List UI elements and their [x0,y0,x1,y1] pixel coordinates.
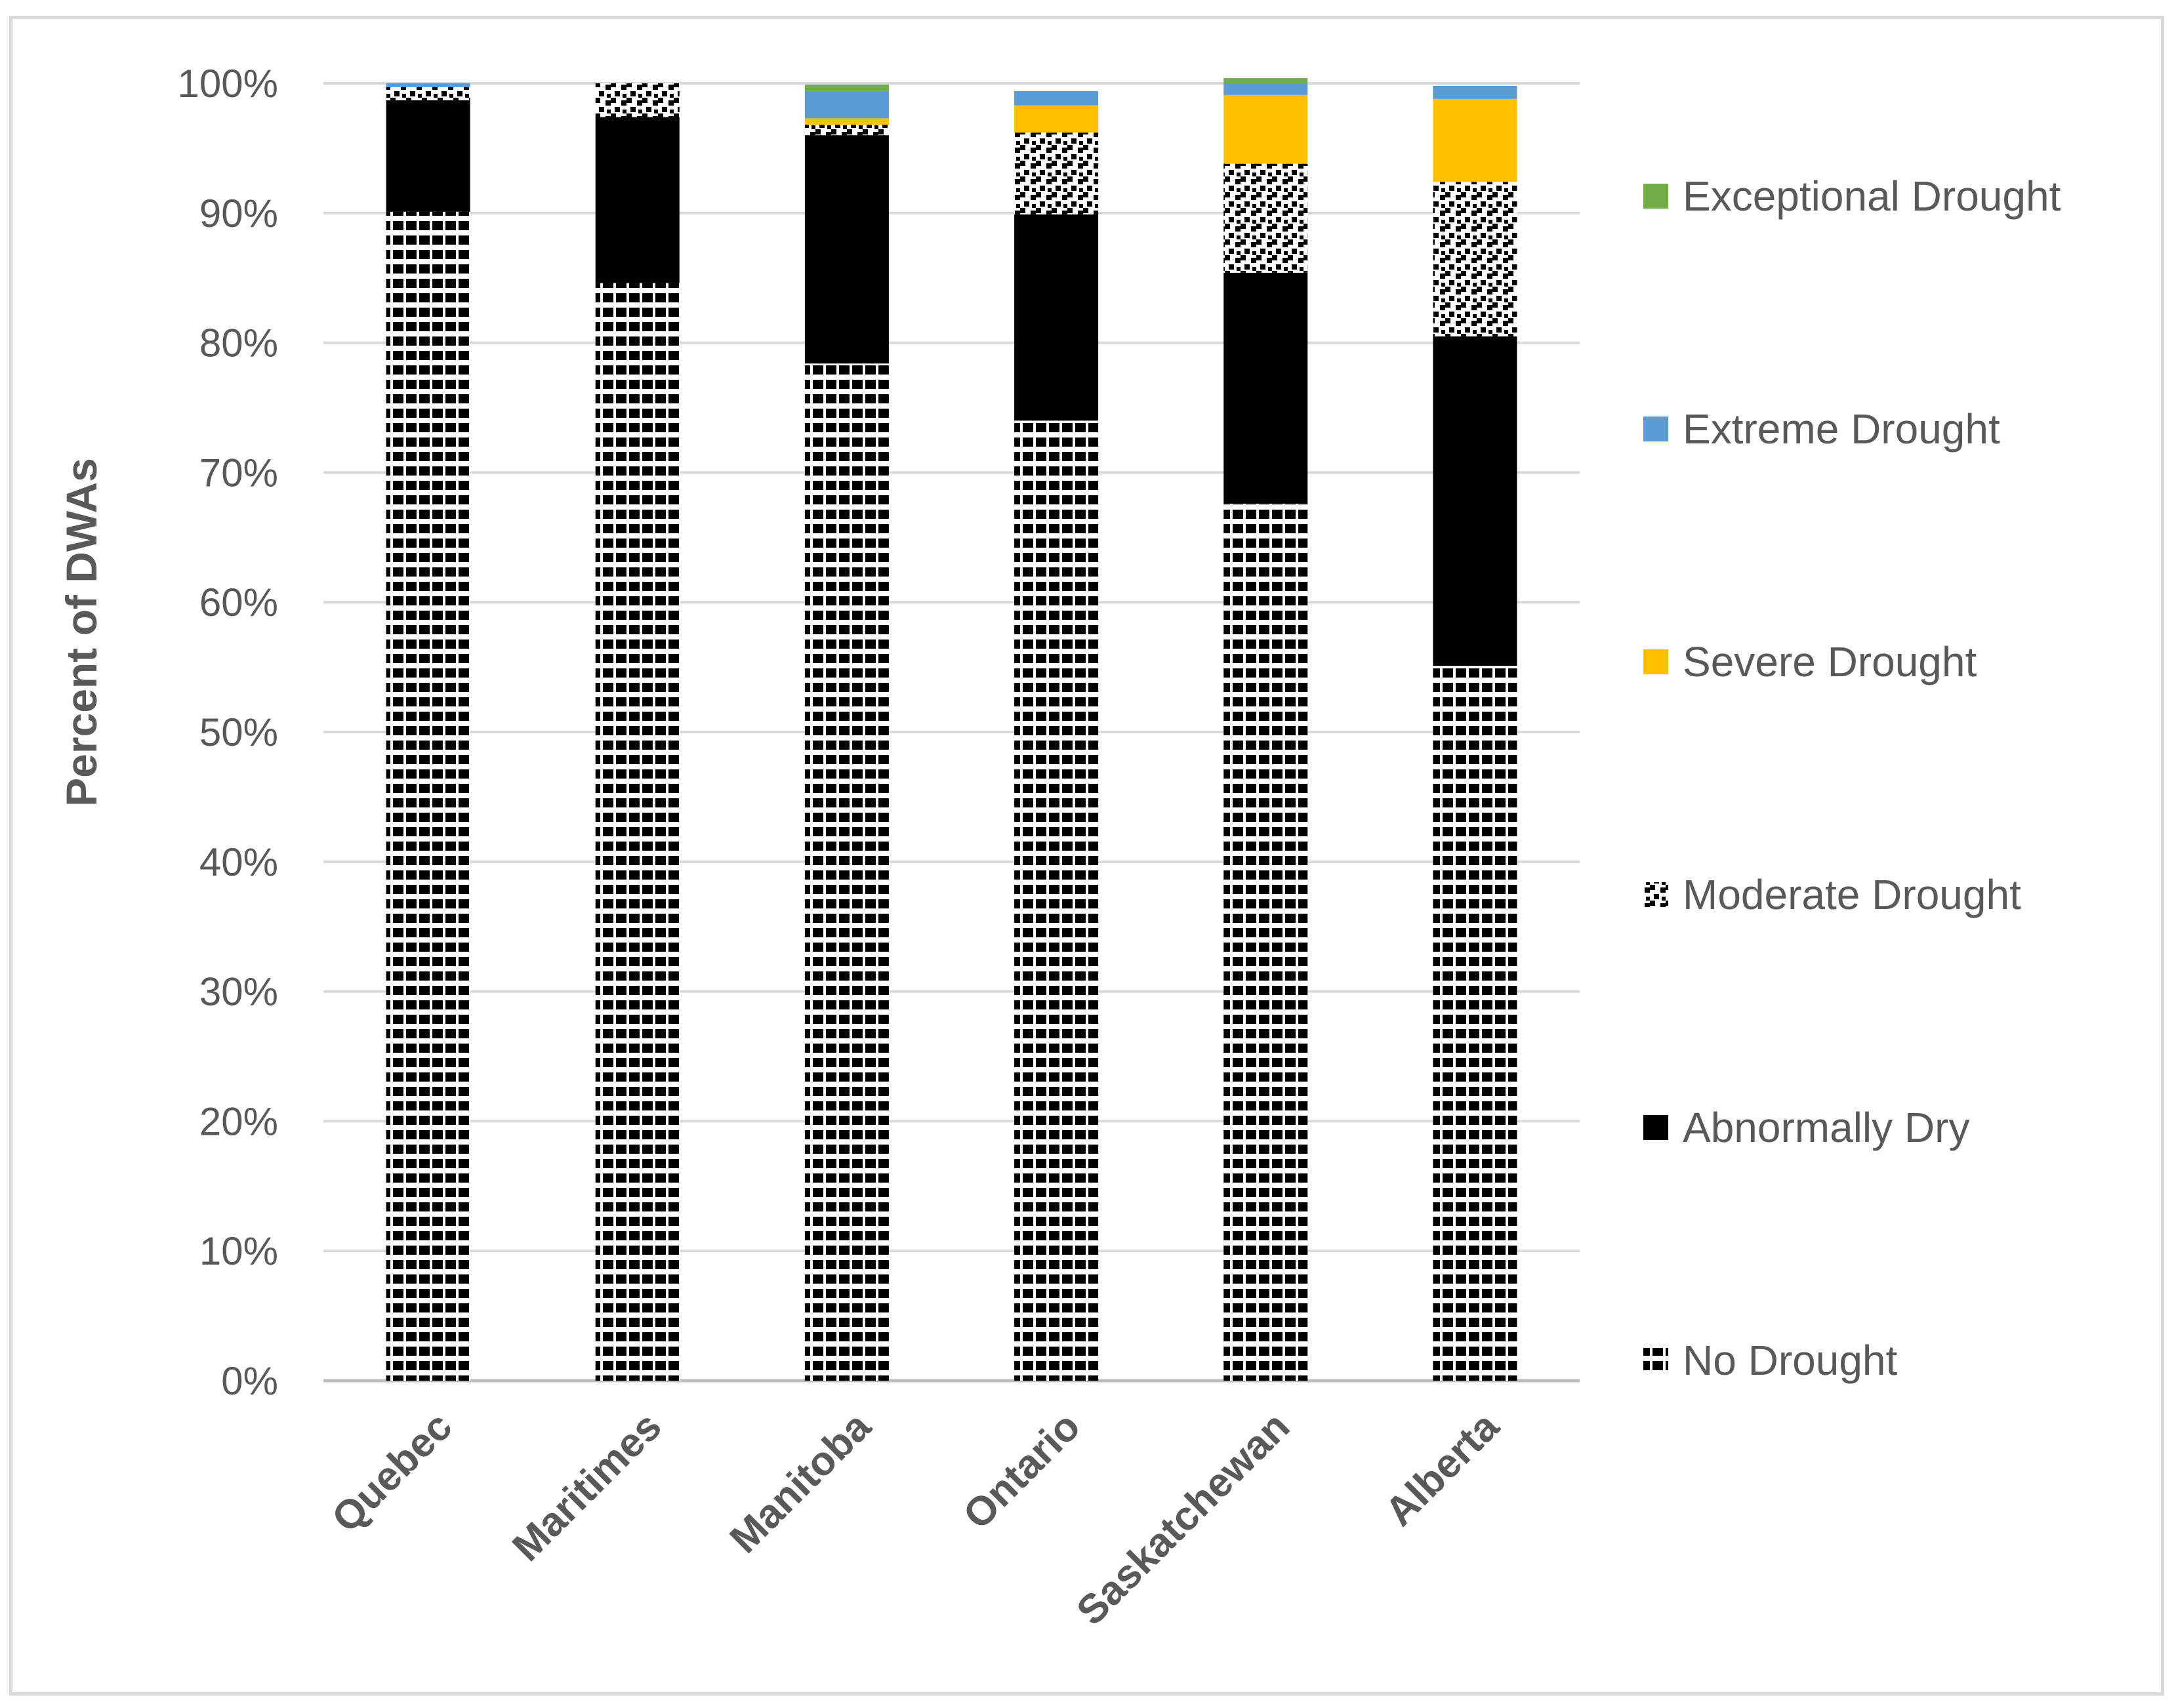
bar-segment-dry [1014,214,1099,421]
bar-segment-moderate [386,87,470,100]
y-axis-title: Percent of DWAs [57,458,106,807]
y-tick-label: 80% [199,321,278,365]
x-axis-categories: Quebec Maritimes Manitoba OntarioSaskatchew… [323,1404,1508,1634]
bar-segment-no [1014,420,1099,1381]
bar-segment-no [595,283,680,1381]
y-tick-label: 70% [199,451,278,495]
category-label: Alberta [1376,1404,1508,1535]
y-axis-ticks: 0% 10% 20% 30% 40% 50% 60% 70% 80% 90% 100% [178,62,278,1403]
y-tick-label: 30% [199,970,278,1014]
legend-item-moderate: Moderate Drought [1643,871,2021,918]
legend-label: No Drought [1683,1337,1898,1384]
y-tick-label: 10% [199,1229,278,1273]
bar-segment-moderate [1014,132,1099,214]
y-tick-label: 0% [221,1359,278,1403]
bar-segment-dry [1223,272,1308,504]
bar-stack-saskatchewan [1223,78,1308,1381]
legend-swatch [1643,882,1668,907]
gridlines [323,82,1580,1383]
bar-segment-extreme [1433,85,1517,99]
bar-segment-no [386,211,470,1381]
bars [386,78,1517,1381]
bar-segment-no [804,363,889,1381]
y-tick-label: 20% [199,1099,278,1143]
chart-frame: 0% 10% 20% 30% 40% 50% 60% 70% 80% 90% 100% Quebec… [9,16,2164,1696]
bar-segment-extreme [386,83,470,87]
bar-segment-extreme [1223,83,1308,95]
legend-item-severe: Severe Drought [1643,638,1977,685]
y-tick-label: 90% [199,192,278,235]
bar-stack-quebec [386,83,470,1381]
bar-stack-alberta [1433,85,1517,1381]
category-label: Maritimes [504,1404,670,1570]
y-tick-label: 100% [178,62,278,106]
bar-segment-moderate [1433,182,1517,336]
legend-label: Severe Drought [1683,638,1977,685]
bar-segment-severe [1433,98,1517,182]
bar-segment-dry [595,117,680,283]
legend-label: Moderate Drought [1683,871,2021,918]
legend: Exceptional Drought Extreme Drought Severe… [1643,173,2061,1384]
bar-segment-dry [386,100,470,212]
legend-swatch [1643,417,1668,441]
bar-segment-severe [1014,105,1099,133]
category-label: Saskatchewan [1068,1404,1298,1634]
y-tick-label: 40% [199,840,278,884]
bar-segment-moderate [595,83,680,117]
bar-segment-exceptional [1223,78,1308,83]
bar-segment-moderate [804,125,889,136]
y-tick-label: 50% [199,710,278,754]
y-tick-label: 60% [199,580,278,624]
legend-item-no: No Drought [1643,1337,1898,1384]
bar-segment-dry [1433,336,1517,666]
chart-plot: 0% 10% 20% 30% 40% 50% 60% 70% 80% 90% 100% Quebec… [57,62,2061,1634]
legend-item-extreme: Extreme Drought [1643,405,2000,453]
legend-swatch [1643,1115,1668,1140]
legend-swatch [1643,1348,1668,1373]
category-label: Quebec [323,1404,461,1541]
bar-segment-exceptional [804,84,889,91]
bar-segment-severe [804,118,889,125]
legend-label: Exceptional Drought [1683,173,2061,220]
bar-segment-extreme [804,91,889,119]
bar-segment-severe [1223,94,1308,164]
bar-segment-extreme [1014,91,1099,106]
category-label: Manitoba [722,1404,880,1562]
category-label: Ontario [955,1404,1089,1538]
legend-swatch [1643,184,1668,209]
legend-label: Abnormally Dry [1683,1104,1969,1151]
legend-item-dry: Abnormally Dry [1643,1104,1969,1151]
bar-segment-no [1223,503,1308,1381]
bar-stack-manitoba [804,84,889,1381]
bar-segment-dry [804,135,889,364]
legend-label: Extreme Drought [1683,405,2000,453]
legend-swatch [1643,649,1668,674]
bar-stack-ontario [1014,91,1099,1381]
bar-stack-maritimes [595,83,680,1381]
legend-item-exceptional: Exceptional Drought [1643,173,2061,220]
bar-segment-no [1433,666,1517,1381]
bar-segment-moderate [1223,163,1308,273]
